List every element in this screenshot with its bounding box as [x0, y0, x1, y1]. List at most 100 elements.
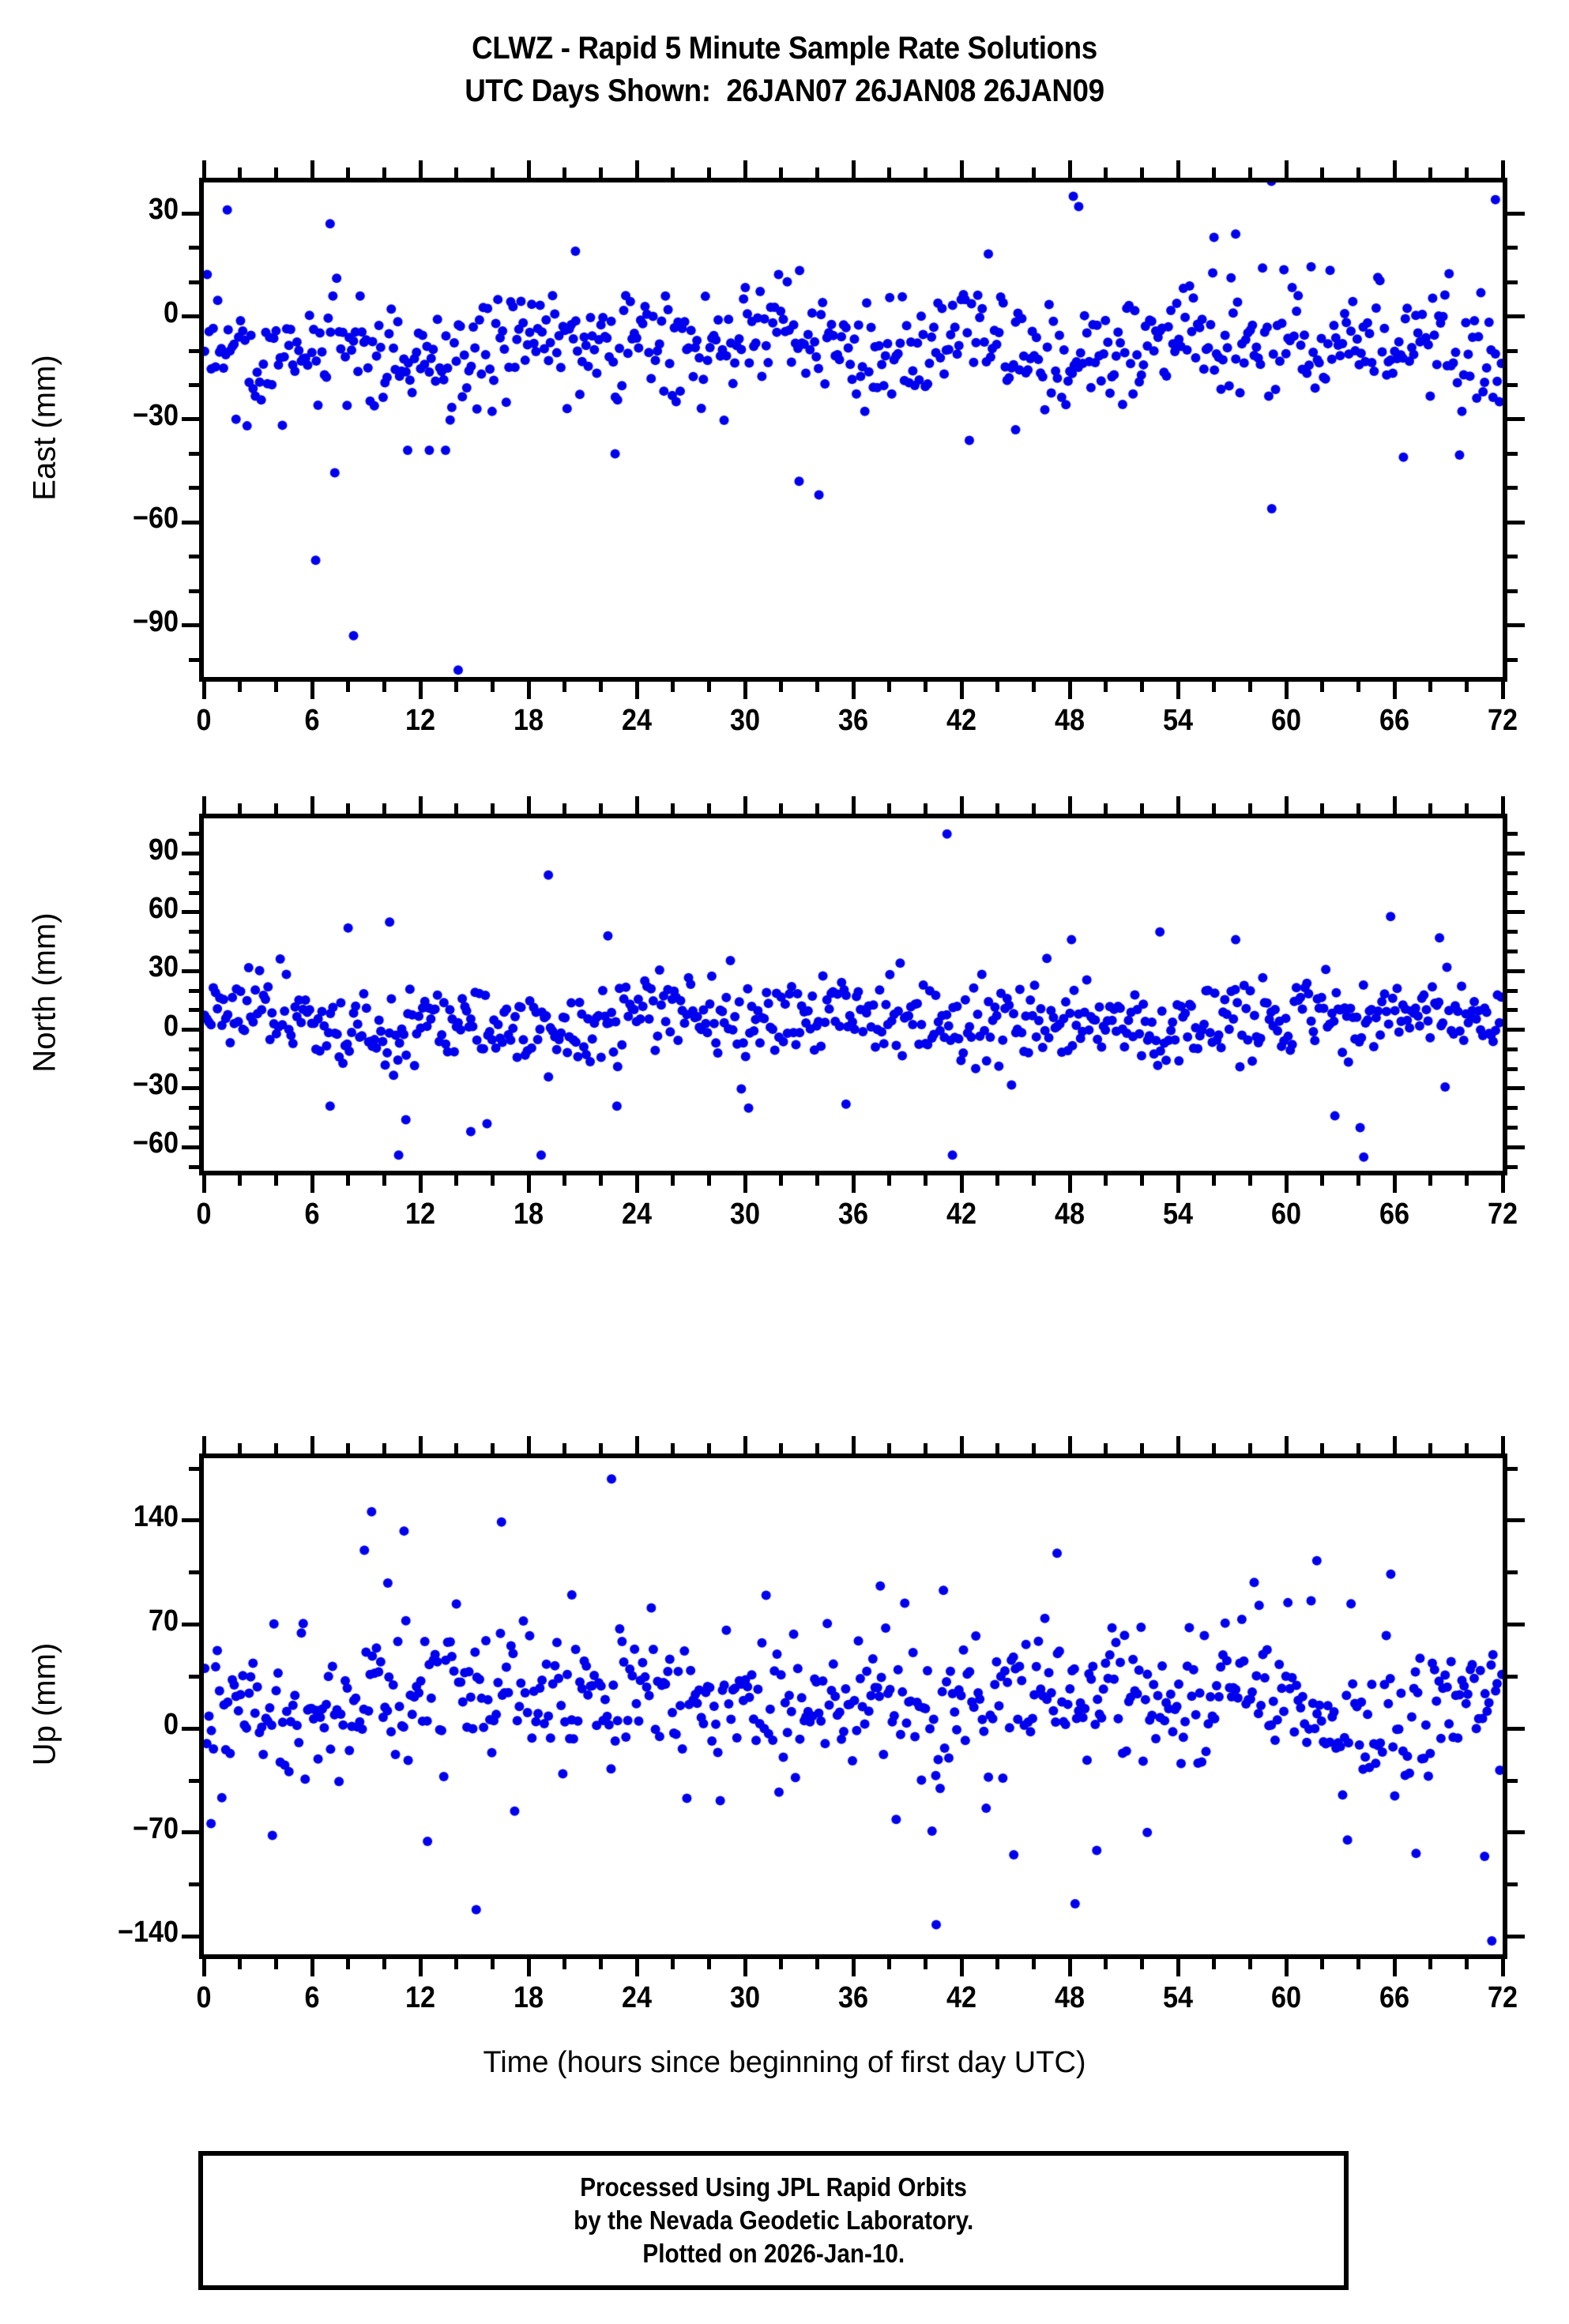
ytick-1-10 [189, 1008, 199, 1013]
xtick-top-0-70 [1464, 167, 1469, 178]
ytick-1--10 [189, 1047, 199, 1051]
ytick-right-0--10 [1507, 348, 1518, 353]
xtick-1-2 [238, 1175, 243, 1186]
ytick-label-1-1: 60 [148, 891, 179, 925]
xtick-top-0-34 [815, 167, 819, 178]
xtick-0-70 [1464, 682, 1469, 692]
xtick-top-1-32 [779, 803, 784, 814]
ytick-right-0-0 [1507, 314, 1525, 319]
xtick-top-0-72 [1500, 160, 1505, 178]
xtick-0-40 [923, 682, 927, 692]
xtick-0-2 [238, 682, 243, 692]
xtick-top-0-58 [1247, 167, 1252, 178]
xtick-top-2-72 [1500, 1436, 1505, 1453]
xtick-top-0-36 [851, 160, 856, 178]
xtick-top-1-16 [490, 803, 495, 814]
ytick-right-1-70 [1507, 890, 1518, 895]
xtick-1-34 [815, 1175, 819, 1186]
xtick-2-30 [743, 1959, 747, 1976]
ytick-label-2-4: −140 [117, 1916, 179, 1950]
page-title: CLWZ - Rapid 5 Minute Sample Rate Soluti… [0, 27, 1569, 112]
ytick-label-2-3: −70 [132, 1811, 179, 1845]
ytick-right-1-80 [1507, 871, 1518, 875]
xtick-top-1-72 [1500, 796, 1505, 814]
xtick-label-2-3: 18 [513, 1981, 544, 2014]
xtick-2-0 [201, 1959, 206, 1976]
xtick-top-1-18 [526, 796, 531, 814]
xtick-top-1-30 [743, 796, 747, 814]
xtick-1-18 [526, 1175, 531, 1193]
xtick-top-1-10 [382, 803, 386, 814]
xtick-top-1-8 [346, 803, 351, 814]
ytick-right-2--105 [1507, 1882, 1518, 1887]
xtick-top-1-4 [273, 803, 278, 814]
xtick-2-62 [1320, 1959, 1325, 1969]
ytick-right-1--50 [1507, 1125, 1518, 1130]
xtick-2-12 [418, 1959, 423, 1976]
xtick-top-0-28 [706, 167, 711, 178]
ytick-label-2-1: 70 [148, 1604, 179, 1638]
ytick-2--35 [189, 1778, 199, 1783]
ytick-right-1-90 [1507, 852, 1525, 856]
xtick-2-38 [887, 1959, 892, 1969]
xtick-top-2-0 [201, 1436, 206, 1453]
xtick-top-0-4 [273, 167, 278, 178]
xtick-0-62 [1320, 682, 1325, 692]
xtick-1-72 [1500, 1175, 1505, 1193]
ytick-right-2--70 [1507, 1830, 1525, 1835]
ytick-1-30 [182, 968, 199, 973]
xtick-top-0-40 [923, 167, 927, 178]
xtick-top-2-48 [1067, 1436, 1072, 1453]
ytick-0--100 [189, 657, 199, 662]
title-line-1: CLWZ - Rapid 5 Minute Sample Rate Soluti… [472, 31, 1097, 66]
ytick-2--140 [182, 1934, 199, 1939]
xtick-label-0-8: 48 [1054, 704, 1086, 737]
xtick-2-70 [1464, 1959, 1469, 1969]
ytick-label-1-2: 30 [148, 950, 179, 984]
ytick-0-30 [182, 211, 199, 216]
xtick-label-0-3: 18 [513, 704, 544, 737]
xtick-label-0-2: 12 [404, 704, 436, 737]
xtick-top-0-26 [671, 167, 675, 178]
x-axis-title: Time (hours since beginning of first day… [483, 2046, 1086, 2079]
xtick-top-1-66 [1392, 796, 1397, 814]
xtick-0-68 [1428, 682, 1433, 692]
xtick-label-1-12: 72 [1487, 1198, 1518, 1231]
xtick-top-1-46 [1031, 803, 1036, 814]
xtick-label-1-0: 0 [196, 1198, 212, 1231]
xtick-label-1-2: 12 [404, 1198, 436, 1231]
ytick-1-80 [189, 871, 199, 875]
xtick-0-44 [995, 682, 1000, 692]
ytick-2--70 [182, 1830, 199, 1835]
xtick-label-2-8: 48 [1054, 1981, 1086, 2014]
xtick-top-0-2 [238, 167, 243, 178]
ytick-2-175 [189, 1466, 199, 1471]
xtick-label-2-9: 54 [1162, 1981, 1194, 2014]
xtick-1-6 [310, 1175, 314, 1193]
xtick-0-16 [490, 682, 495, 692]
ytick-1-60 [182, 910, 199, 915]
ytick-1--40 [189, 1106, 199, 1111]
xtick-label-1-4: 24 [621, 1198, 653, 1231]
xtick-top-0-62 [1320, 167, 1325, 178]
ytick-2-105 [189, 1570, 199, 1575]
xtick-top-1-2 [238, 803, 243, 814]
ytick-right-2-35 [1507, 1674, 1518, 1679]
xtick-0-8 [346, 682, 351, 692]
ytick-right-0--90 [1507, 623, 1525, 628]
xtick-top-0-24 [634, 160, 639, 178]
ytick-label-0-0: 30 [148, 193, 179, 227]
xtick-label-1-8: 48 [1054, 1198, 1086, 1231]
xtick-0-14 [454, 682, 459, 692]
ytick-0--50 [189, 486, 199, 491]
ytick-right-0-30 [1507, 211, 1525, 216]
xtick-label-2-2: 12 [404, 1981, 436, 2014]
xtick-top-1-36 [851, 796, 856, 814]
xtick-top-1-20 [563, 803, 567, 814]
xtick-top-2-58 [1247, 1443, 1252, 1453]
xtick-2-54 [1176, 1959, 1180, 1976]
xtick-1-46 [1031, 1175, 1036, 1186]
ytick-0--30 [182, 417, 199, 422]
xtick-top-1-6 [310, 796, 314, 814]
xtick-2-72 [1500, 1959, 1505, 1976]
